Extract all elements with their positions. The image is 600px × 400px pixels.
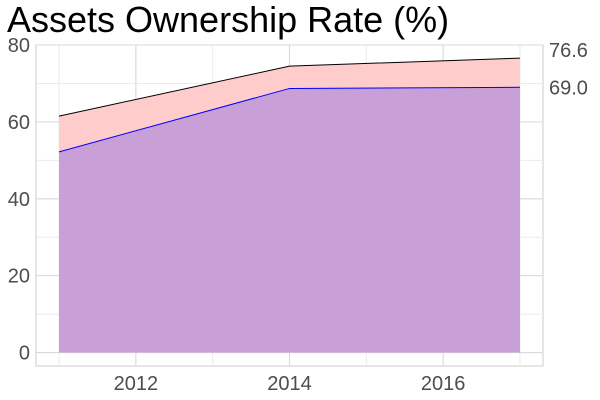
x-tick-label: 2016 — [421, 373, 466, 395]
x-axis-tick-labels: 2012 2014 2016 — [114, 373, 466, 395]
y-tick-label: 40 — [8, 189, 30, 211]
y-tick-label: 20 — [8, 266, 30, 288]
y-tick-label: 80 — [8, 35, 30, 57]
series-1-end-label: 76.6 — [549, 40, 588, 62]
series-2-line — [58, 86, 520, 153]
x-tick-label: 2012 — [114, 373, 159, 395]
series-2-area — [59, 87, 520, 353]
x-tick-label: 2014 — [267, 373, 312, 395]
y-axis-tick-labels: 0 20 40 60 80 — [8, 35, 30, 365]
y-tick-label: 0 — [19, 343, 30, 365]
area-series — [58, 57, 520, 353]
series-1-line — [58, 57, 520, 117]
chart-title: Assets Ownership Rate (%) — [7, 0, 450, 40]
series-end-labels: 76.6 69.0 — [549, 40, 588, 99]
series-2-end-label: 69.0 — [549, 77, 588, 99]
y-tick-label: 60 — [8, 112, 30, 134]
